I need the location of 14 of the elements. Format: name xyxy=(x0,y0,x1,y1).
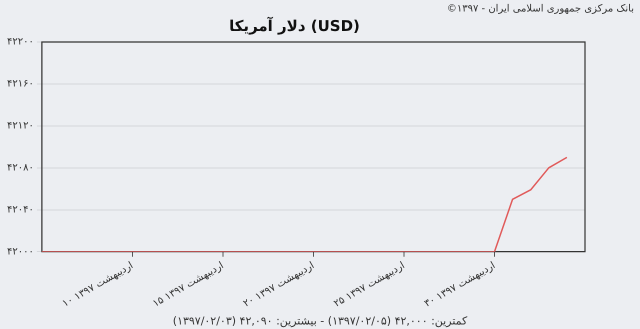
x-tick-label: ۳۰ اردیبهشت ۱۳۹۷ xyxy=(422,260,498,310)
x-tick-label: ۲۰ اردیبهشت ۱۳۹۷ xyxy=(242,260,316,310)
y-tick-label: ۴۲۲۰۰ xyxy=(6,36,34,48)
y-tick-label: ۴۲۰۸۰ xyxy=(6,162,34,174)
x-tick-label: ۱۰ اردیبهشت ۱۳۹۷ xyxy=(60,260,136,310)
text: کمترین: ۴۲,۰۰۰ (۱۳۹۷/۰۲/۰۵) - بیشترین: ۴۲,۰۹۰ (۱۳۹۷/۰۲/۰۳) xyxy=(172,314,468,328)
y-tick-label: ۴۲۱۲۰ xyxy=(6,120,34,132)
y-tick-label: ۴۲۰۰۰ xyxy=(6,246,34,258)
x-tick-label: ۱۵ اردیبهشت ۱۳۹۷ xyxy=(151,260,226,310)
chart-title: دلار آمریکا (USD) xyxy=(229,16,360,35)
y-tick-label: ۴۲۱۶۰ xyxy=(6,78,34,90)
text: بانک مرکزی جمهوری اسلامی ایران - ۱۳۹۷© xyxy=(446,4,634,15)
y-tick-label: ۴۲۰۴۰ xyxy=(6,204,34,216)
x-tick-label: ۲۵ اردیبهشت ۱۳۹۷ xyxy=(332,260,407,310)
